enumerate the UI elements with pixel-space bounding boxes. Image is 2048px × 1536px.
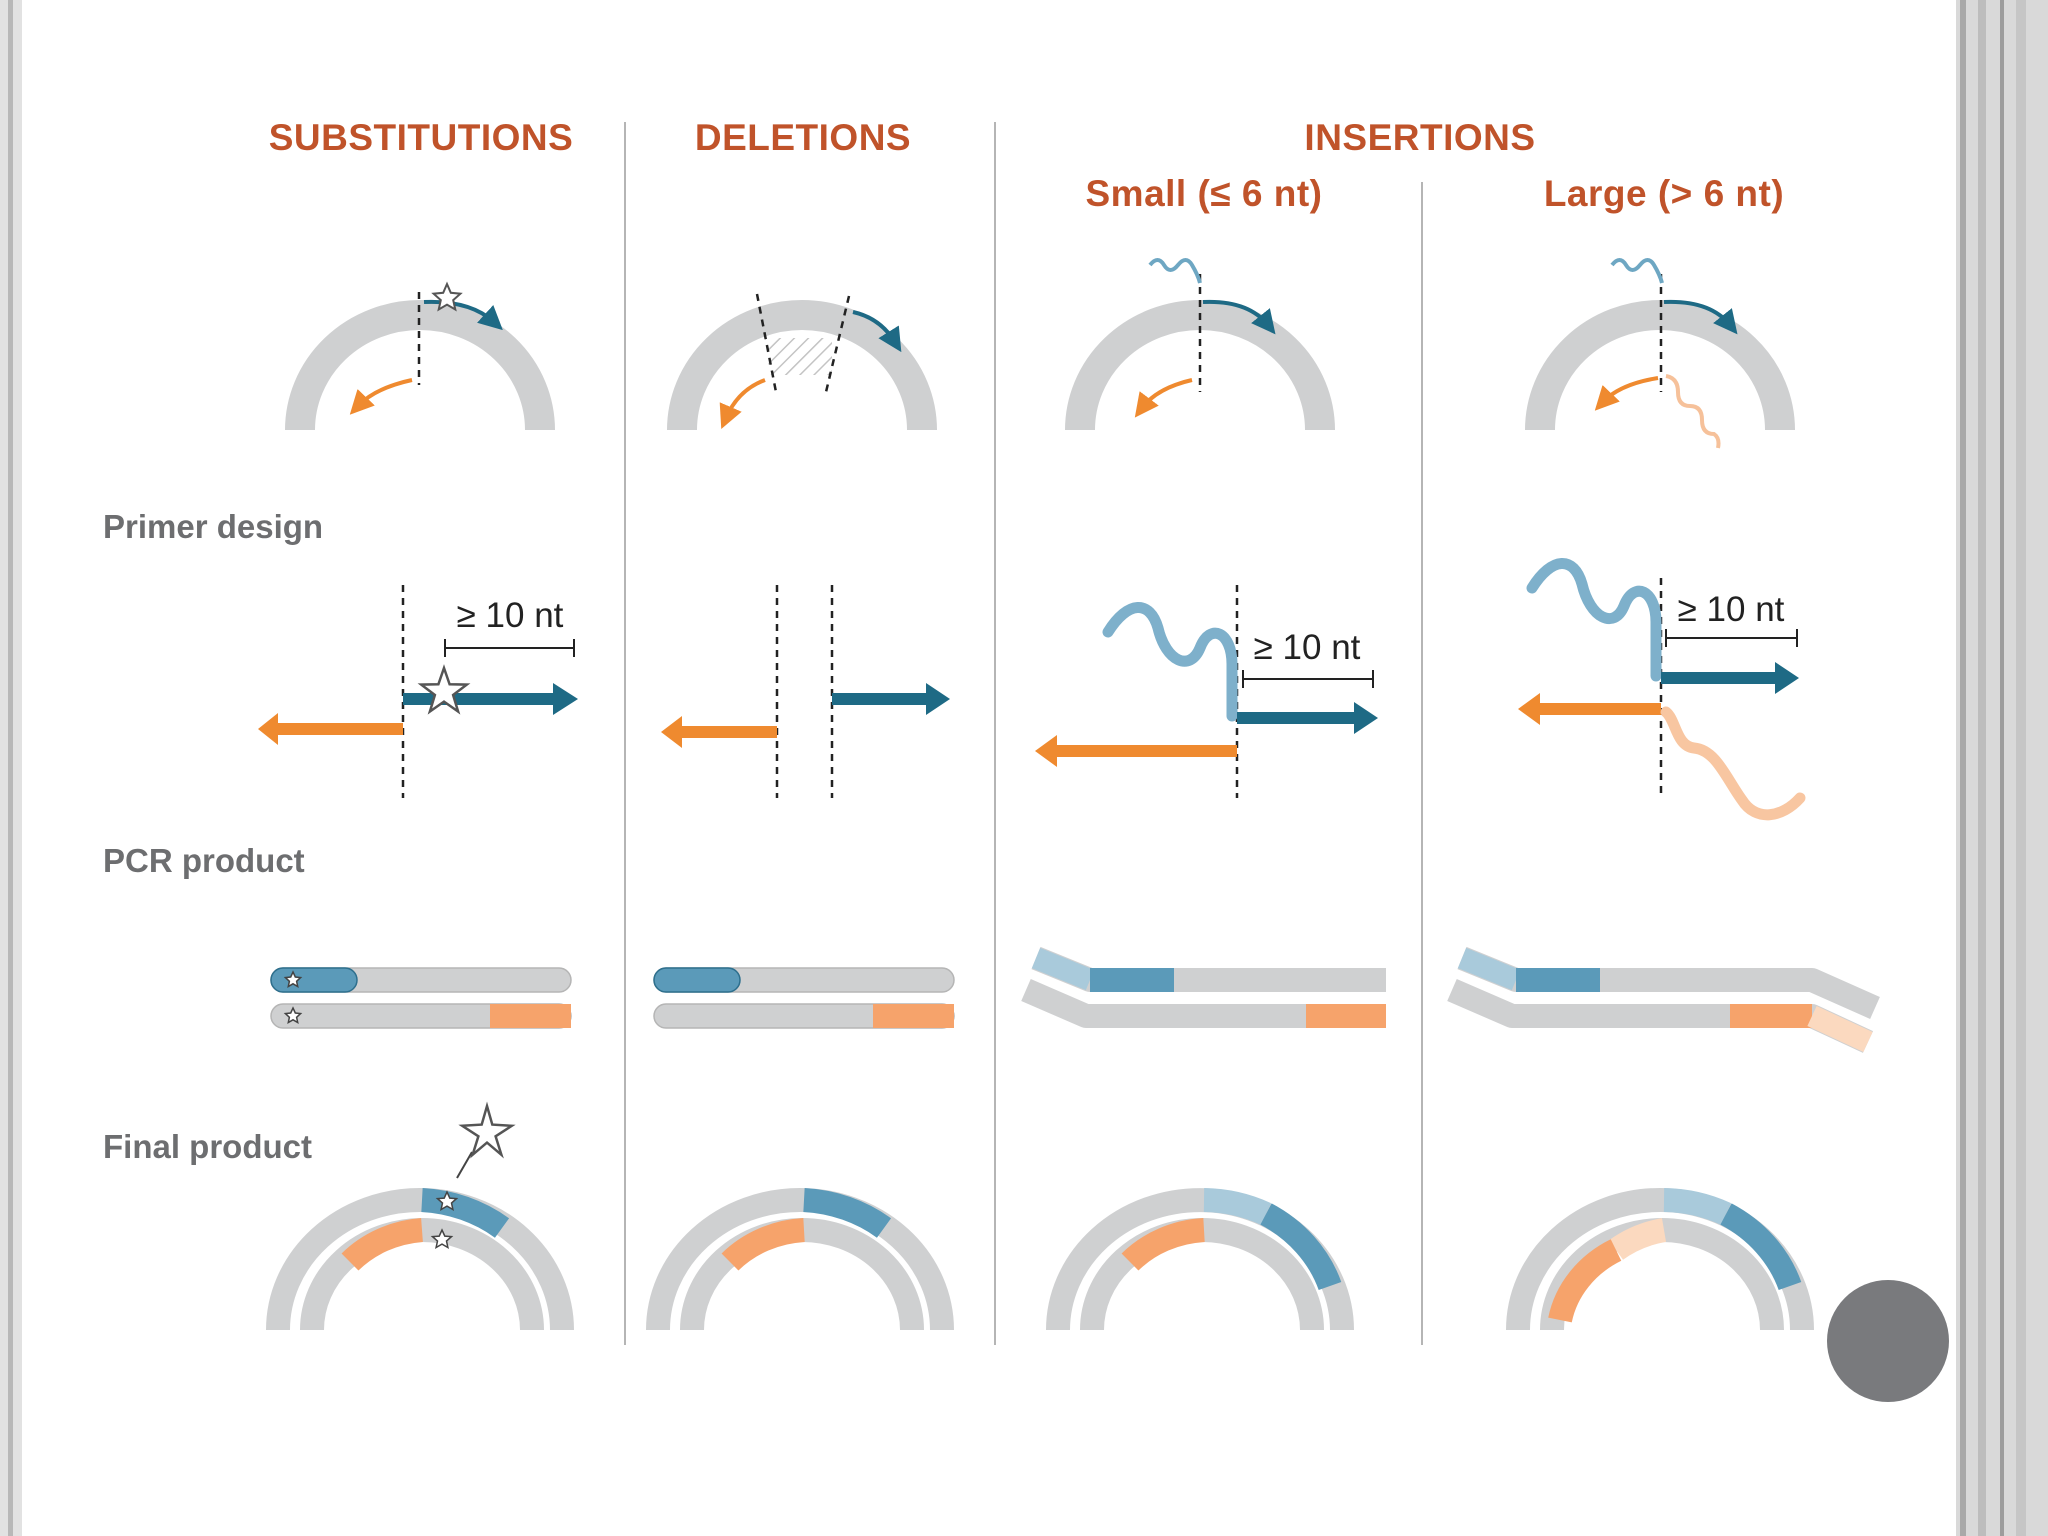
row-label-primer-design: Primer design (103, 508, 324, 545)
pcr-product-substitution (270, 967, 572, 1029)
star-icon (431, 281, 463, 312)
template-arc-deletion (667, 293, 937, 431)
final-product-deletion (646, 1188, 954, 1331)
final-product-large-insertion (1506, 1188, 1814, 1331)
heading-deletions: DELETIONS (694, 117, 912, 158)
star-icon (283, 1006, 303, 1024)
star-icon (417, 664, 471, 715)
star-icon (458, 1101, 516, 1159)
star-icon (435, 1190, 459, 1211)
overlap-label-large-insertion: ≥ 10 nt (1677, 590, 1785, 629)
template-arc-substitution (285, 281, 555, 431)
heading-large-insertions: Large (> 6 nt) (1543, 173, 1785, 214)
star-icon (430, 1228, 454, 1249)
overlap-label-small-insertion: ≥ 10 nt (1253, 628, 1361, 667)
final-product-substitution (266, 1101, 574, 1331)
final-product-small-insertion (1046, 1188, 1354, 1331)
pcr-product-deletion (653, 967, 955, 1029)
pcr-product-large-insertion (1447, 946, 1880, 1053)
row-label-final-product: Final product (103, 1128, 312, 1165)
pcr-product-small-insertion (1021, 946, 1386, 1028)
template-arc-small-insertion (1065, 258, 1335, 431)
heading-substitutions: SUBSTITUTIONS (268, 117, 574, 158)
heading-insertions: INSERTIONS (1304, 117, 1536, 158)
row-label-pcr-product: PCR product (103, 842, 305, 879)
primer-design-deletion (661, 585, 950, 798)
primer-design-large-insertion (1518, 558, 1806, 821)
overlap-label-substitutions: ≥ 10 nt (456, 596, 564, 635)
circle-icon[interactable] (1827, 1280, 1949, 1402)
primer-design-substitution (258, 585, 578, 798)
star-icon (283, 970, 303, 988)
primer-design-small-insertion (1035, 585, 1378, 798)
column-dividers (624, 122, 1423, 1345)
template-arc-large-insertion (1525, 258, 1795, 449)
heading-small-insertions: Small (≤ 6 nt) (1085, 173, 1323, 214)
